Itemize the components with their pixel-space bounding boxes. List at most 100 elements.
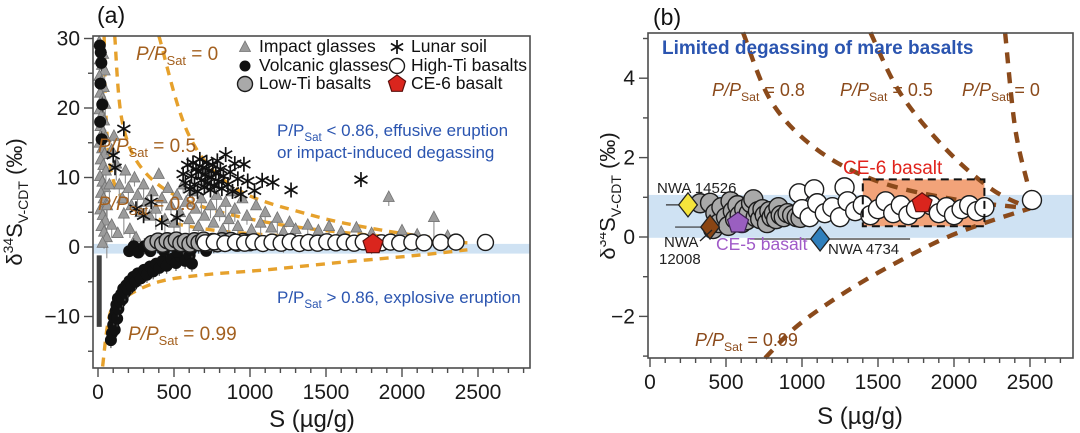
series-nwa-12008 [699,214,721,241]
lunar-soil-marker [108,160,122,176]
annotation-text: CE-5 basalt [716,234,808,254]
annotation-text: P/PSat = 0.99 [128,324,237,348]
series-nwa-4734 [809,225,831,253]
lunar-soil-marker [136,208,151,224]
impact-glass-marker [116,191,129,204]
y-tick-label: 0 [623,226,635,249]
impact-glass-marker [161,181,175,193]
impact-glass-marker [271,210,284,223]
impact-glass-marker [155,191,169,204]
impact-glass-marker [113,177,126,190]
basalt-marker [236,75,254,93]
impact-glass-marker [105,217,118,230]
legend-label: Lunar soil [411,36,487,56]
y-axis: 30 20 10 0 −10 [44,28,93,352]
volcanic-glass-marker [94,77,107,90]
impact-glass-marker [204,198,217,211]
lunar-soil-marker [225,183,240,199]
impact-glass-marker [213,205,226,218]
x-tick-label: 2000 [379,381,426,404]
ce6-basalt-marker [362,232,384,254]
ce6-basalt-marker [387,74,407,92]
legend-label: Low-Ti basalts [259,73,371,93]
impact-glass-marker [350,220,363,233]
impact-glass-marker [164,198,178,211]
annotation-text: P/PSat = 0 [136,44,218,68]
volcanic-glass-marker [94,115,107,128]
y-axis-title: δ34SV-CDT (‰) [0,138,31,265]
impact-glass-marker [122,181,135,193]
annotation-text: P/PSat = 0.5 [840,80,933,104]
impact-glass-marker [240,208,254,221]
impact-glass-marker [427,210,441,223]
impact-glass-marker [259,205,272,218]
annotation-text: or impact-induced degassing [277,143,494,162]
annotation-text: NWA 14526 [657,180,737,197]
annotation-text: P/PSat < 0.86, effusive eruption [277,121,508,144]
curve-0.99 [100,248,468,367]
impact-glass-marker [254,215,267,228]
legend-label: Volcanic glasses [259,55,389,75]
impact-glass-marker [170,188,184,200]
impact-glass-marker [131,188,144,200]
y-tick-label: 30 [57,28,80,51]
curve-0 [1002,32,1036,210]
lunar-soil-marker [354,172,368,188]
panel-a-chart: 0 500 1000 1500 2000 2500 S (µg/g) 30 20 10 0 −10 δ3… [0,28,531,433]
series-ce-5-basalt [726,211,750,233]
curve-0.99 [763,206,1031,360]
volcanic-glass-marker [185,257,198,270]
annotation-text: Limited degassing of mare basalts [662,38,973,59]
annotation-text: P/PSat = 0 [962,80,1040,104]
volcanic-glass-marker [111,312,124,325]
x-tick-label: 2500 [455,381,502,404]
curve-0.5 [868,31,1031,211]
panel-b-chart: 0 500 1000 1500 2000 2500 S (µg/g) 4 2 0 −2 δ34SV-C… [600,31,1074,430]
x-tick-label: 1500 [855,371,902,394]
basalt-marker [388,57,406,75]
impact-glass-marker [283,215,296,227]
panel-b-label: (b) [653,4,682,30]
x-axis: 0 500 1000 1500 2000 2500 [644,358,1062,394]
impact-glass-marker [207,215,220,228]
impact-glass-marker [99,163,113,176]
annotation-text: NWA [664,234,698,251]
impact-glass-marker [322,219,336,232]
impact-glass-marker [238,40,252,52]
annotation-text: P/PSat > 0.86, explosive eruption [277,288,521,311]
x-tick-label: 1000 [779,371,826,394]
impact-glass-marker [128,170,141,183]
impact-glass-marker [198,208,211,221]
y-tick-label: −2 [611,305,635,328]
curve-0.8 [740,31,1031,211]
plot-frame [647,32,1074,359]
impact-glass-marker [382,190,395,202]
series-lunar-soil [106,121,368,231]
volcanic-glass-marker [95,133,108,146]
impact-glass-marker [100,198,114,211]
impact-glass-marker [192,219,205,232]
x-tick-label: 1500 [303,381,350,404]
y-tick-label: −10 [44,306,80,329]
y-tick-label: 0 [68,236,80,259]
impact-glass-marker [222,212,235,225]
meteorite-marker [677,191,699,218]
x-axis: 0 500 1000 1500 2000 2500 [92,368,525,404]
impact-glass-marker [152,167,165,179]
plot-frame [92,35,531,369]
volcanic-glass-marker [108,323,121,336]
x-tick-label: 2500 [1007,371,1054,394]
annotation-text: P/PSat = 0.5 [98,136,196,160]
series-ce-6-basalt [362,232,384,254]
lunar-soil-marker [233,186,248,202]
volcanic-glass-marker [94,46,107,59]
impact-glass-marker [301,217,314,230]
legend-label: Impact glasses [259,36,376,56]
x-tick-label: 0 [92,381,104,404]
impact-glass-marker [189,201,202,214]
lunar-soil-marker [390,40,404,54]
lunar-soil-marker [154,215,169,231]
impact-glass-marker [289,222,302,234]
